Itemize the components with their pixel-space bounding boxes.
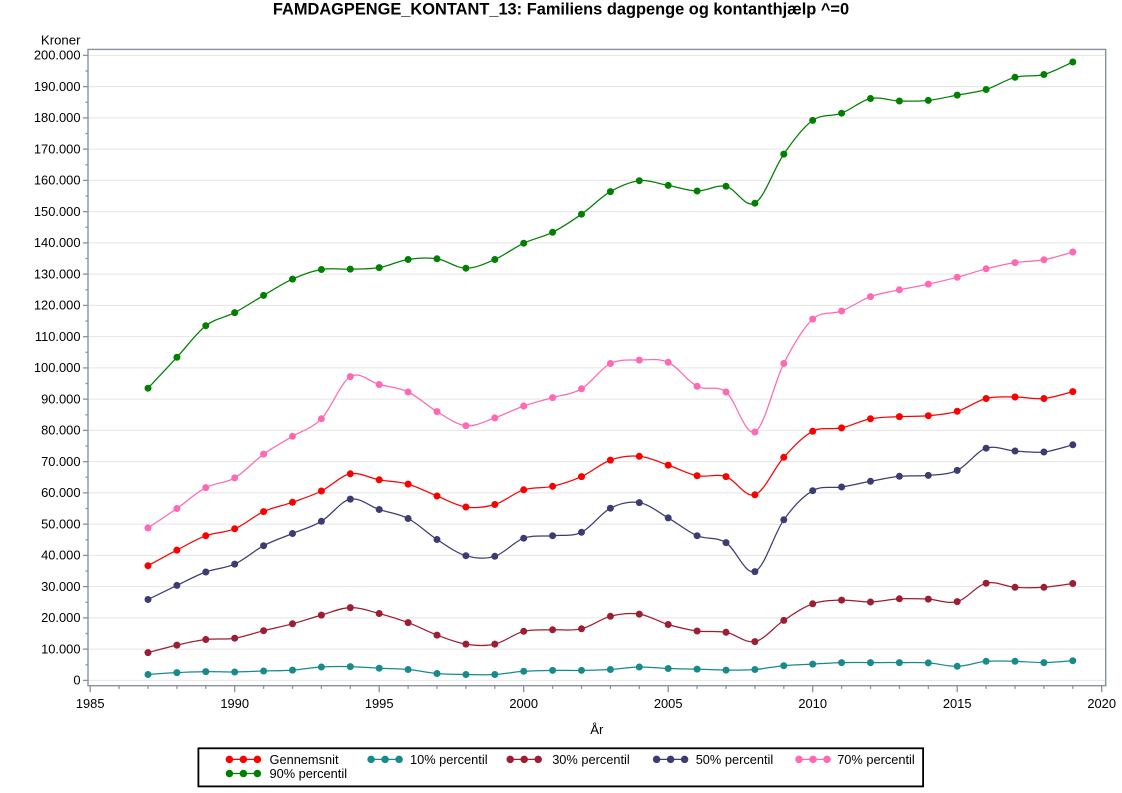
svg-text:90% percentil: 90% percentil	[270, 766, 348, 781]
svg-text:1995: 1995	[365, 696, 394, 711]
svg-text:2000: 2000	[509, 696, 538, 711]
svg-text:60.000: 60.000	[41, 485, 80, 500]
svg-text:30.000: 30.000	[41, 579, 80, 594]
svg-text:160.000: 160.000	[34, 173, 81, 188]
svg-text:1985: 1985	[76, 696, 105, 711]
svg-text:2020: 2020	[1087, 696, 1116, 711]
svg-text:70% percentil: 70% percentil	[837, 752, 915, 767]
svg-text:Gennemsnit: Gennemsnit	[270, 752, 339, 767]
svg-text:130.000: 130.000	[34, 266, 81, 281]
svg-text:200.000: 200.000	[34, 48, 81, 63]
svg-text:2005: 2005	[654, 696, 683, 711]
svg-text:80.000: 80.000	[41, 423, 80, 438]
svg-text:180.000: 180.000	[34, 110, 81, 125]
svg-text:0: 0	[73, 673, 80, 688]
svg-text:40.000: 40.000	[41, 548, 80, 563]
svg-text:10% percentil: 10% percentil	[410, 752, 488, 767]
svg-text:Kroner: Kroner	[41, 33, 81, 48]
svg-text:70.000: 70.000	[41, 454, 80, 469]
svg-text:2010: 2010	[798, 696, 827, 711]
svg-text:120.000: 120.000	[34, 298, 81, 313]
svg-text:150.000: 150.000	[34, 204, 81, 219]
svg-text:20.000: 20.000	[41, 610, 80, 625]
svg-text:2015: 2015	[943, 696, 972, 711]
svg-text:170.000: 170.000	[34, 141, 81, 156]
svg-text:FAMDAGPENGE_KONTANT_13: Famili: FAMDAGPENGE_KONTANT_13: Familiens dagpen…	[273, 1, 849, 19]
svg-text:100.000: 100.000	[34, 360, 81, 375]
svg-text:90.000: 90.000	[41, 391, 80, 406]
svg-text:1990: 1990	[220, 696, 249, 711]
svg-text:110.000: 110.000	[35, 329, 81, 344]
svg-text:10.000: 10.000	[41, 641, 80, 656]
svg-text:50% percentil: 50% percentil	[696, 752, 774, 767]
svg-text:140.000: 140.000	[34, 235, 81, 250]
svg-text:50.000: 50.000	[41, 516, 80, 531]
svg-text:190.000: 190.000	[34, 79, 81, 94]
svg-text:30% percentil: 30% percentil	[552, 752, 630, 767]
svg-text:År: År	[590, 722, 604, 737]
